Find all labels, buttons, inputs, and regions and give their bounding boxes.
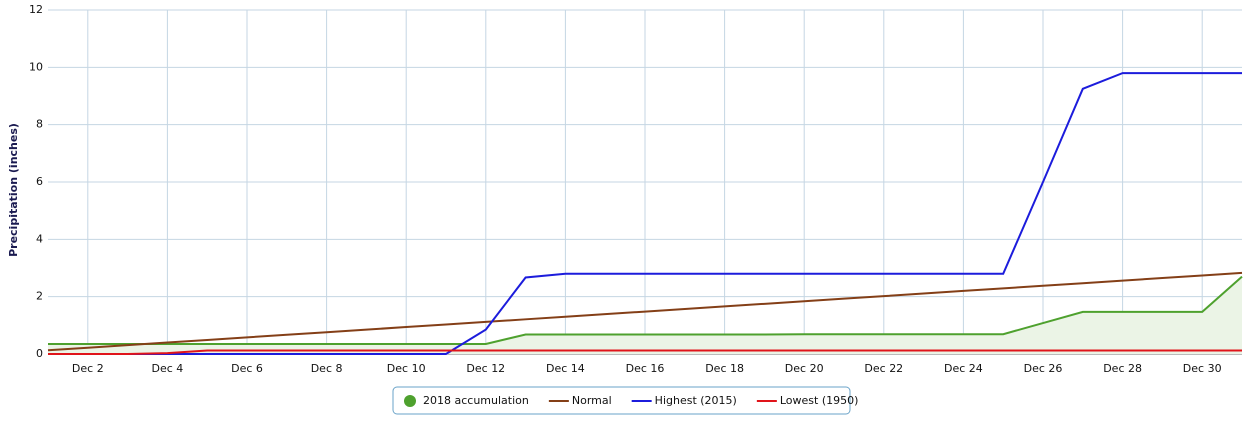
x-tick-label: Dec 18 — [705, 362, 744, 375]
y-tick-label: 10 — [29, 60, 43, 73]
legend-label: Lowest (1950) — [780, 394, 859, 407]
line — [47, 271, 1243, 352]
x-tick-label: Dec 16 — [626, 362, 665, 375]
x-tick-label: Dec 30 — [1183, 362, 1222, 375]
legend-label: 2018 accumulation — [423, 394, 529, 407]
y-tick-label: 12 — [29, 3, 43, 16]
x-tick-label: Dec 6 — [231, 362, 263, 375]
y-tick-label: 4 — [36, 232, 43, 245]
line — [48, 275, 1243, 345]
legend-marker — [404, 395, 416, 407]
line — [48, 72, 1242, 355]
legend-box — [392, 386, 851, 415]
line — [48, 349, 1242, 355]
x-tick-label: Dec 14 — [546, 362, 585, 375]
x-tick-label: Dec 4 — [152, 362, 184, 375]
x-tick-label: Dec 2 — [72, 362, 104, 375]
x-tick-label: Dec 24 — [944, 362, 983, 375]
y-tick-label: 2 — [36, 290, 43, 303]
y-tick-label: 6 — [36, 175, 43, 188]
y-axis-title: Precipitation (inches) — [7, 123, 20, 257]
x-tick-label: Dec 26 — [1024, 362, 1063, 375]
x-tick-label: Dec 22 — [864, 362, 903, 375]
legend-label: Normal — [572, 394, 612, 407]
legend-label: Highest (2015) — [655, 394, 737, 407]
x-tick-label: Dec 8 — [311, 362, 343, 375]
x-tick-label: Dec 28 — [1103, 362, 1142, 375]
y-tick-label: 0 — [36, 347, 43, 360]
y-tick-label: 8 — [36, 118, 43, 131]
x-tick-label: Dec 10 — [387, 362, 426, 375]
x-tick-label: Dec 20 — [785, 362, 824, 375]
x-tick-label: Dec 12 — [466, 362, 505, 375]
